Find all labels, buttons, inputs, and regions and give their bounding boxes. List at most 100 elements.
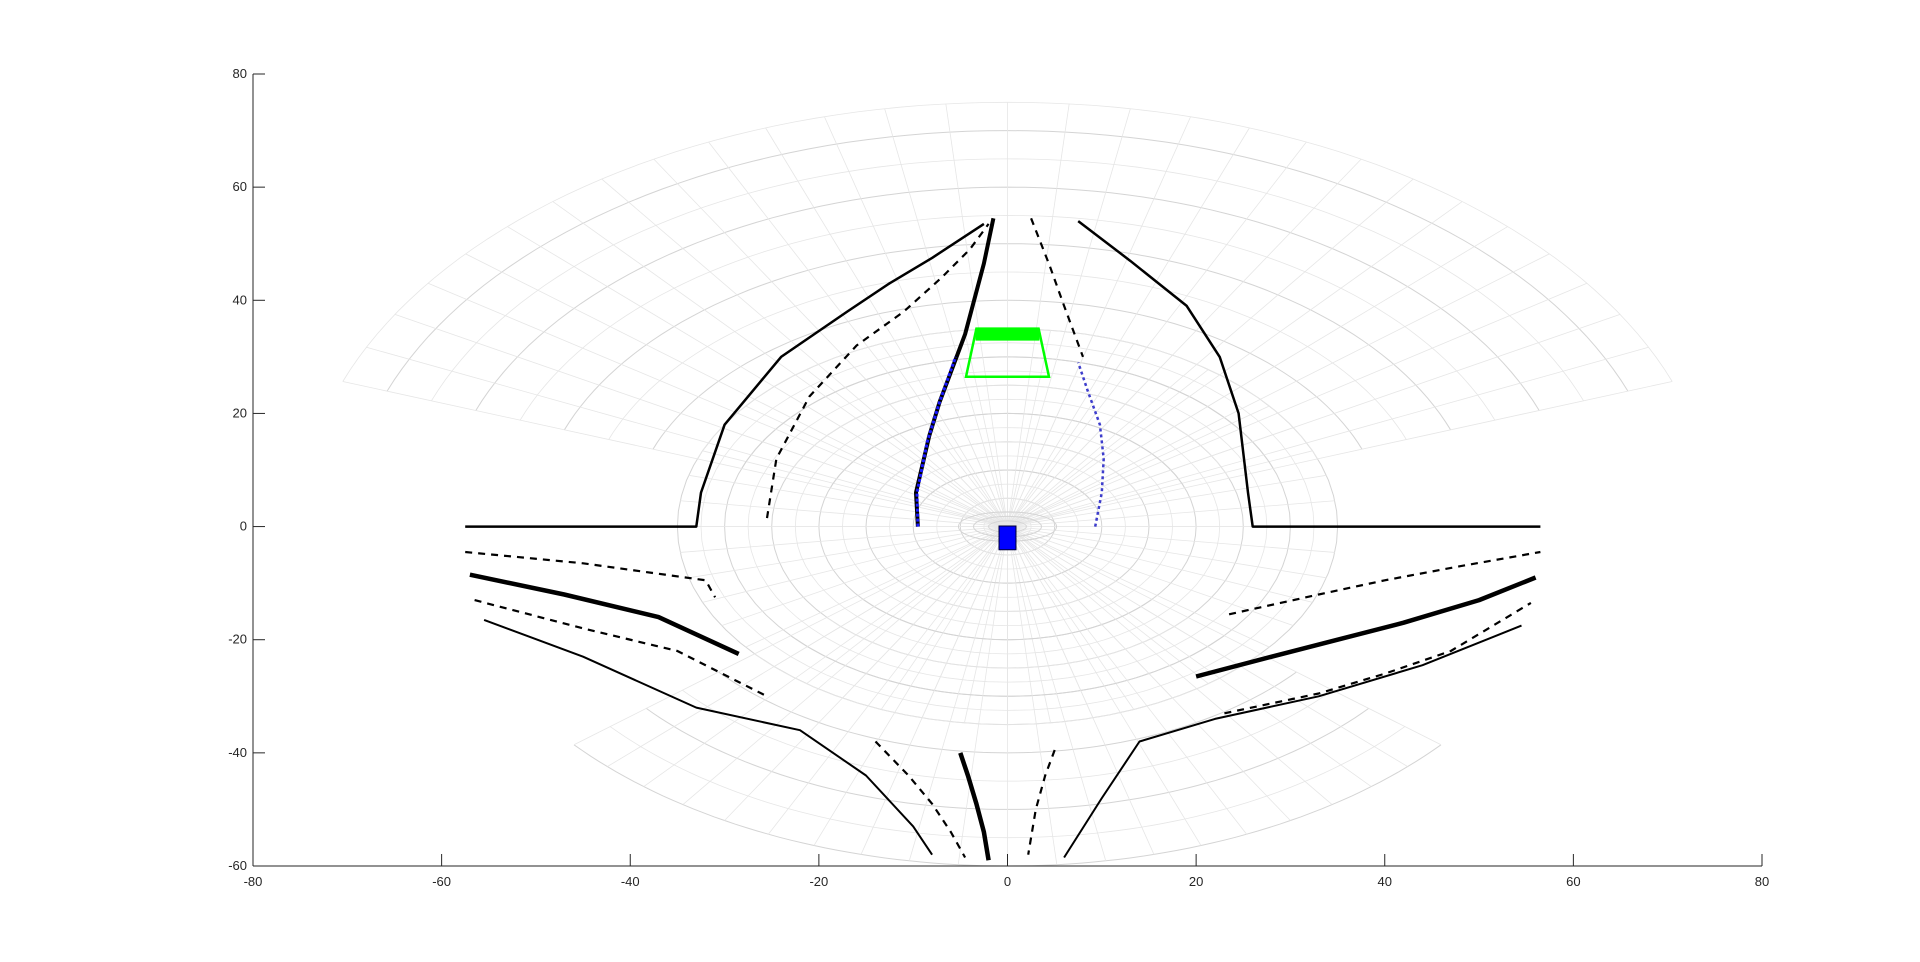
solid-lane-line [1077,220,1541,528]
near-coverage-ray [964,330,1008,527]
front-coverage-ray [765,127,1008,527]
dashed-lane-line [1228,550,1541,616]
near-coverage-ray [1007,474,1327,527]
near-coverage-ray [721,526,1008,626]
front-coverage-ray [427,282,1008,527]
rear-coverage-ray [1007,526,1058,865]
near-coverage-ray [1007,369,1209,527]
x-tick-label: 20 [1189,874,1203,889]
front-coverage-ray [601,178,1008,527]
near-coverage-ray [680,526,1008,553]
front-coverage-ray [1007,178,1414,527]
x-tick-label: -60 [432,874,451,889]
near-coverage-ray [1007,343,1135,527]
ego-vehicle-marker [998,525,1017,551]
near-coverage-ray [1007,526,1209,684]
front-coverage-ray [884,108,1008,527]
y-tick-label: 60 [233,179,247,194]
solid-lane-line [1063,624,1522,859]
detected-right-lane [1077,362,1105,527]
rear-coverage-ray [768,526,1008,835]
front-coverage-ray [708,141,1008,527]
near-coverage-ray [1007,450,1313,527]
front-coverage-ray [552,201,1008,527]
y-tick-label: 40 [233,292,247,307]
front-coverage-ray [1007,314,1621,527]
rear-coverage-ray [1007,526,1333,805]
rear-coverage-ray [724,526,1008,821]
dashed-lane-line [1027,749,1056,855]
rear-coverage-ray [1007,526,1202,846]
near-coverage-ray [1007,500,1335,527]
y-tick-label: 80 [233,66,247,81]
near-coverage-ray [745,405,1008,527]
front-coverage-ray [1007,381,1673,527]
near-coverage-ray [1007,526,1051,723]
rear-coverage-ray [1007,526,1372,787]
near-coverage-ray [1007,405,1270,527]
near-coverage-ray [680,500,1008,527]
rear-coverage-ray [1007,526,1442,746]
solid-lane-line [465,222,985,528]
x-tick-label: 80 [1755,874,1769,889]
solid-lane-line [469,572,740,656]
front-coverage-ray [1007,141,1307,527]
near-coverage-ray [745,526,1008,648]
near-coverage-ray [880,343,1008,527]
near-coverage-ray [1007,526,1327,579]
near-coverage-ray [964,526,1008,723]
y-tick-label: 0 [240,519,247,534]
y-tick-label: -60 [228,858,247,873]
front-coverage-ray [653,158,1008,527]
near-coverage-ray [806,369,1008,527]
near-coverage-ray [702,526,1008,603]
near-coverage-ray [688,526,1008,579]
solid-lane-line [483,618,933,856]
rear-coverage-ray [573,526,1008,746]
near-coverage-ray [1007,526,1313,603]
x-tick-label: -80 [244,874,263,889]
solid-lane-line [958,752,991,861]
near-coverage-ray [880,526,1008,710]
front-coverage-ray [1007,226,1508,527]
y-tick-label: -40 [228,745,247,760]
near-coverage-ray [1007,526,1270,648]
front-coverage-ray [1007,253,1550,527]
x-tick-label: 40 [1378,874,1392,889]
x-tick-label: -40 [621,874,640,889]
x-tick-label: 60 [1566,874,1580,889]
rear-coverage-ray [860,526,1008,855]
near-coverage-ray [702,450,1008,527]
front-coverage-ray [1007,346,1649,527]
front-coverage-ray [342,381,1008,527]
near-coverage-ray [1007,526,1135,710]
front-coverage-ray [366,346,1008,527]
front-coverage-ray [507,226,1008,527]
dashed-lane-line [1030,217,1085,358]
rear-coverage-ray [607,526,1008,767]
front-coverage-ray [1007,116,1191,527]
dashed-lane-line [1224,601,1532,715]
objects [964,327,1051,551]
rear-coverage-ray [643,526,1008,787]
front-coverage-ray [824,116,1008,527]
front-coverage-ray [1007,282,1588,527]
dashed-lane-line [465,550,717,598]
rear-coverage-ray [813,526,1008,846]
front-coverage-ray [1007,127,1250,527]
front-coverage-ray [1007,201,1463,527]
polar-coverage-grid [342,101,1673,867]
near-coverage-ray [1007,526,1335,553]
y-tick-label: 20 [233,405,247,420]
near-coverage-ray [1007,526,1294,626]
rear-coverage-ray [682,526,1008,805]
x-tick-label: 0 [1004,874,1011,889]
rear-coverage-ray [1007,526,1247,835]
detected-left-lane [915,356,958,527]
front-coverage-ray [1007,103,1070,527]
rear-coverage-ray [908,526,1008,861]
rear-coverage-ray [1007,526,1408,767]
dashed-lane-line [765,223,990,519]
dashed-lane-line [474,599,768,698]
